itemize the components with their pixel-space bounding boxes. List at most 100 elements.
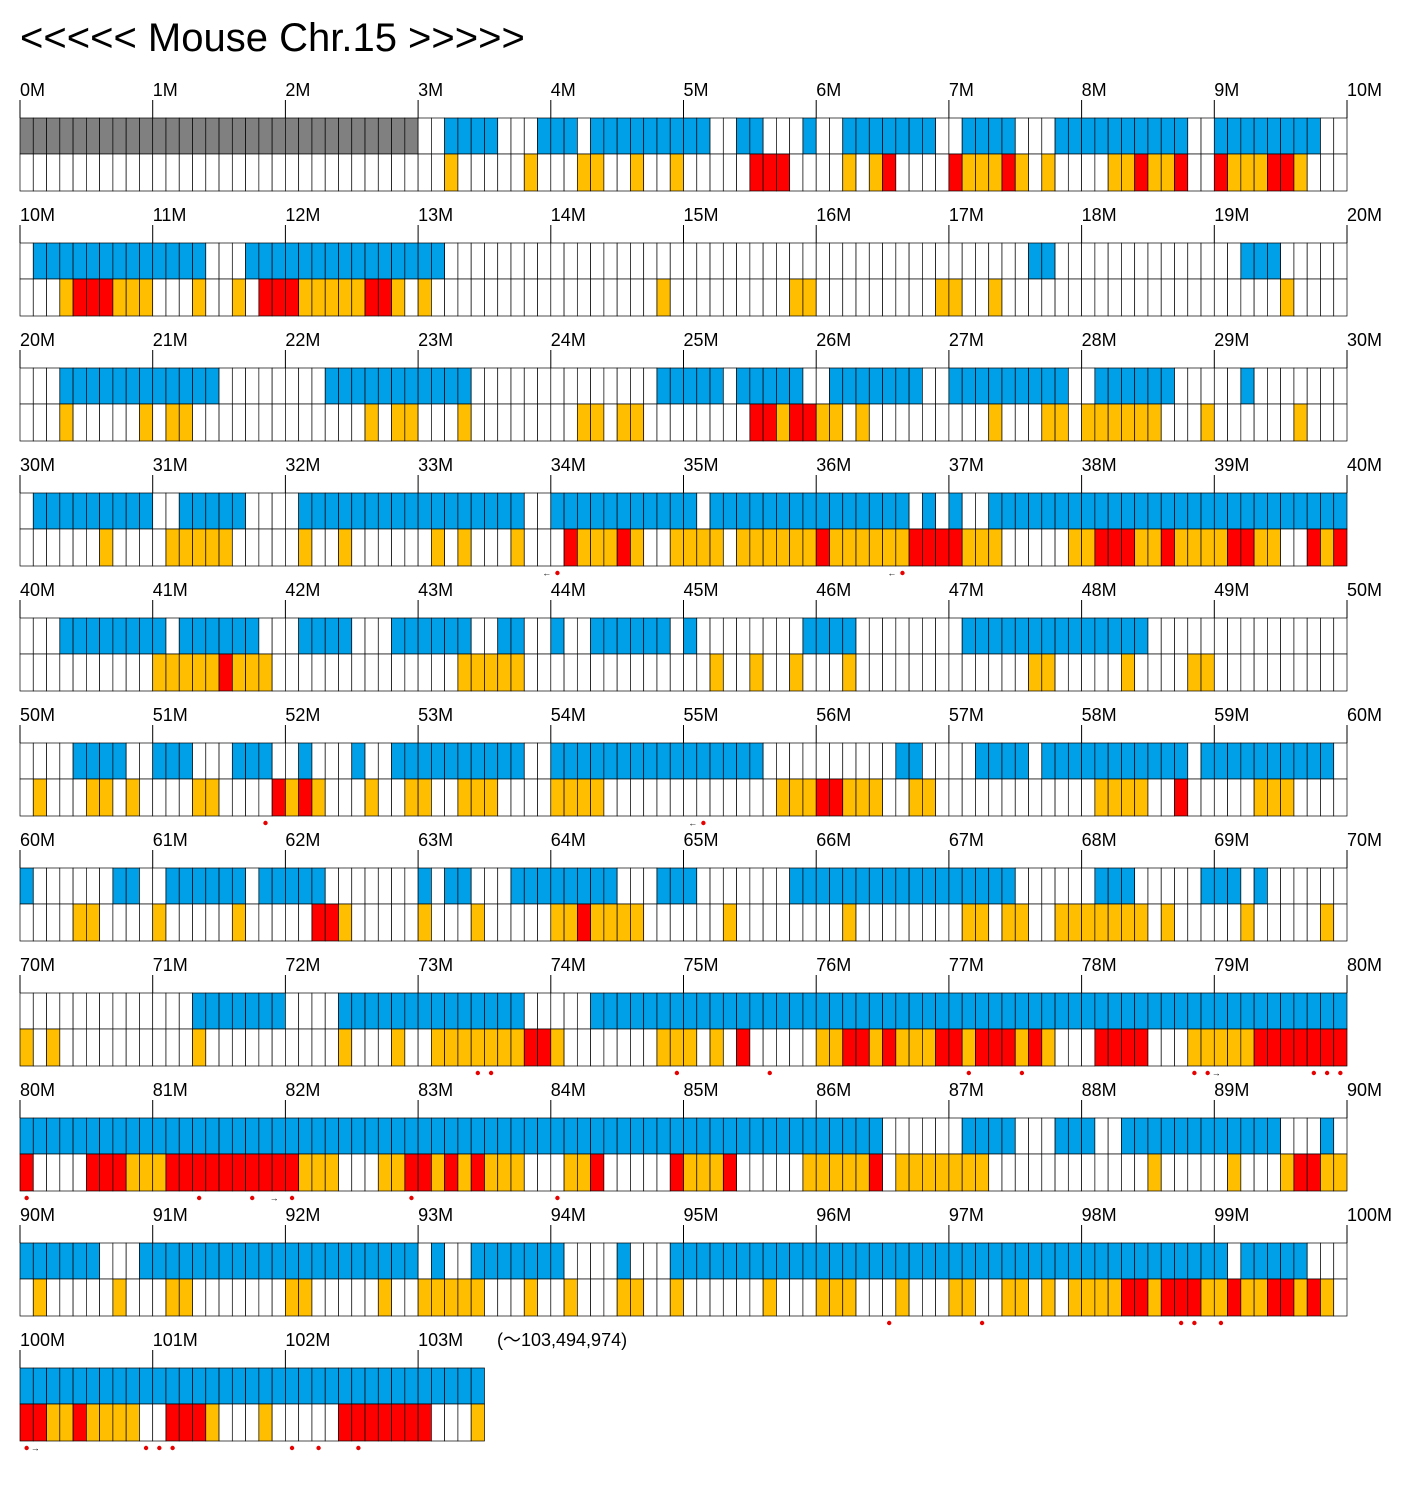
mb-label: 35M (684, 455, 719, 475)
bottom-cell (1267, 903, 1282, 942)
bottom-cell (1028, 1028, 1043, 1067)
top-cell (245, 242, 260, 280)
bottom-cell (802, 653, 817, 692)
bottom-cell (1014, 528, 1029, 567)
bottom-cell (789, 1153, 804, 1192)
bottom-cell (669, 153, 684, 192)
bottom-cell (815, 653, 830, 692)
top-cell (789, 742, 804, 780)
top-cell (709, 492, 724, 530)
top-cell (178, 867, 193, 905)
top-cell (192, 1242, 207, 1280)
bottom-cell (258, 1153, 273, 1192)
bottom-cell (776, 1028, 791, 1067)
bottom-cell (1107, 903, 1122, 942)
bottom-cell (1280, 653, 1295, 692)
top-cell (417, 367, 432, 405)
bottom-cell (563, 153, 578, 192)
top-cell (895, 867, 910, 905)
top-cell (1200, 742, 1215, 780)
top-cell (1213, 617, 1228, 655)
bottom-cell (258, 1278, 273, 1317)
bottom-cell (431, 653, 445, 692)
bottom-cell (709, 278, 724, 317)
bottom-cell (908, 653, 923, 692)
top-cell (908, 1242, 923, 1280)
bottom-cell (231, 1403, 246, 1442)
bottom-cell (125, 403, 140, 442)
top-cell (19, 1367, 34, 1405)
top-cell (32, 367, 47, 405)
marker-dot (196, 1195, 202, 1201)
top-cell (85, 1242, 100, 1280)
top-cell (1054, 867, 1069, 905)
bottom-cell (1200, 528, 1215, 567)
bottom-cell (603, 1278, 618, 1317)
top-cell (1121, 242, 1136, 280)
top-cell (868, 242, 883, 280)
bottom-cell (868, 1153, 883, 1192)
top-cell (470, 242, 485, 280)
bottom-cell (975, 1278, 990, 1317)
bottom-cell (523, 153, 538, 192)
top-cell (988, 367, 1003, 405)
top-cell (99, 242, 114, 280)
bottom-cell (417, 278, 432, 317)
top-cell (125, 742, 140, 780)
bottom-cell (1293, 1153, 1308, 1192)
top-cell (404, 117, 419, 155)
bottom-cell (709, 778, 724, 817)
top-cell (1081, 867, 1096, 905)
bottom-cell (1160, 278, 1175, 317)
bottom-cell (245, 903, 260, 942)
bottom-cell (218, 1153, 233, 1192)
top-cell (245, 117, 260, 155)
bottom-cell (1200, 278, 1215, 317)
top-cell (1014, 1242, 1029, 1280)
top-cell (1160, 1117, 1175, 1155)
bottom-cell (1174, 153, 1189, 192)
bottom-cell (1227, 403, 1242, 442)
top-cell (709, 742, 724, 780)
bottom-cell (882, 153, 897, 192)
top-cell (85, 117, 100, 155)
bottom-cell (1014, 1278, 1029, 1317)
top-cell (643, 367, 658, 405)
bottom-cell (1054, 778, 1069, 817)
top-cell (231, 742, 246, 780)
top-cell (630, 617, 645, 655)
bottom-cell (1121, 1028, 1136, 1067)
bottom-cell (603, 403, 618, 442)
top-cell (192, 242, 207, 280)
bottom-cell (245, 653, 260, 692)
mb-label: 52M (285, 705, 320, 725)
bottom-cell (417, 1403, 432, 1442)
top-cell (1001, 867, 1016, 905)
top-cell (749, 117, 764, 155)
top-cell (855, 617, 870, 655)
bottom-cell (576, 528, 591, 567)
top-cell (99, 492, 114, 530)
bottom-cell (935, 528, 950, 567)
bottom-cell (815, 778, 830, 817)
bottom-cell (1028, 403, 1043, 442)
top-cell (298, 1117, 313, 1155)
bottom-cell (311, 653, 326, 692)
bottom-cell (205, 403, 220, 442)
top-cell (1054, 117, 1069, 155)
top-cell (643, 117, 658, 155)
top-cell (417, 492, 432, 530)
top-cell (112, 992, 127, 1030)
top-cell (722, 617, 737, 655)
top-cell (603, 1117, 618, 1155)
bottom-cell (829, 653, 844, 692)
bottom-cell (1227, 278, 1242, 317)
bottom-cell (125, 1028, 140, 1067)
bottom-cell (32, 153, 47, 192)
top-cell (1200, 867, 1215, 905)
bottom-cell (683, 903, 698, 942)
mb-label: 102M (285, 1330, 330, 1350)
bottom-cell (1041, 1153, 1056, 1192)
top-cell (1160, 242, 1175, 280)
top-cell (59, 1117, 74, 1155)
